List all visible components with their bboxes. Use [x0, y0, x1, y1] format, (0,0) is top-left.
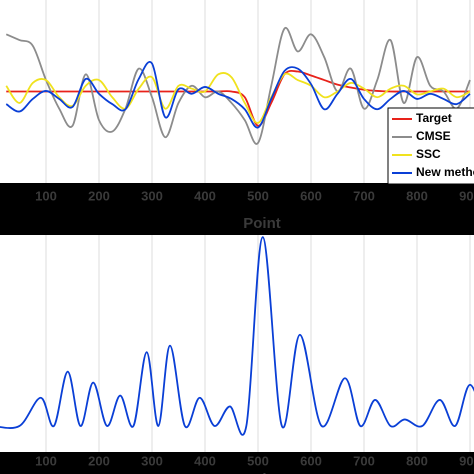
x-tick-label: 100 [35, 453, 57, 468]
legend-label: CMSE [416, 129, 451, 143]
x-tick-label: 200 [88, 188, 110, 203]
series-group [0, 236, 474, 436]
plot-area [0, 235, 474, 452]
series-line [6, 69, 470, 127]
x-tick-label: 600 [300, 453, 322, 468]
legend-label: SSC [416, 147, 441, 161]
x-tick-label: 400 [194, 188, 216, 203]
x-tick-label: 500 [247, 188, 269, 203]
x-axis-label: Point [243, 471, 281, 474]
x-tick-label: 800 [406, 188, 428, 203]
series-line [5, 61, 471, 129]
series-line [5, 72, 471, 124]
x-tick-label: 700 [353, 453, 375, 468]
legend-box [387, 107, 474, 185]
legend-label: Target [416, 111, 452, 125]
x-tick-label: 300 [141, 453, 163, 468]
x-axis-label: Point [243, 215, 281, 232]
x-tick-label: 200 [88, 453, 110, 468]
series-line [5, 26, 471, 145]
x-tick-label: 400 [194, 453, 216, 468]
x-tick-label: 100 [35, 188, 57, 203]
series-group [5, 26, 471, 145]
legend-label: New method [416, 165, 474, 179]
x-tick-label: 300 [141, 188, 163, 203]
x-tick-label: 900 [459, 453, 474, 468]
series-line [0, 236, 474, 436]
x-tick-label: 600 [300, 188, 322, 203]
x-tick-label: 700 [353, 188, 375, 203]
x-tick-label: 900 [459, 188, 474, 203]
x-tick-label: 500 [247, 453, 269, 468]
x-tick-label: 800 [406, 453, 428, 468]
